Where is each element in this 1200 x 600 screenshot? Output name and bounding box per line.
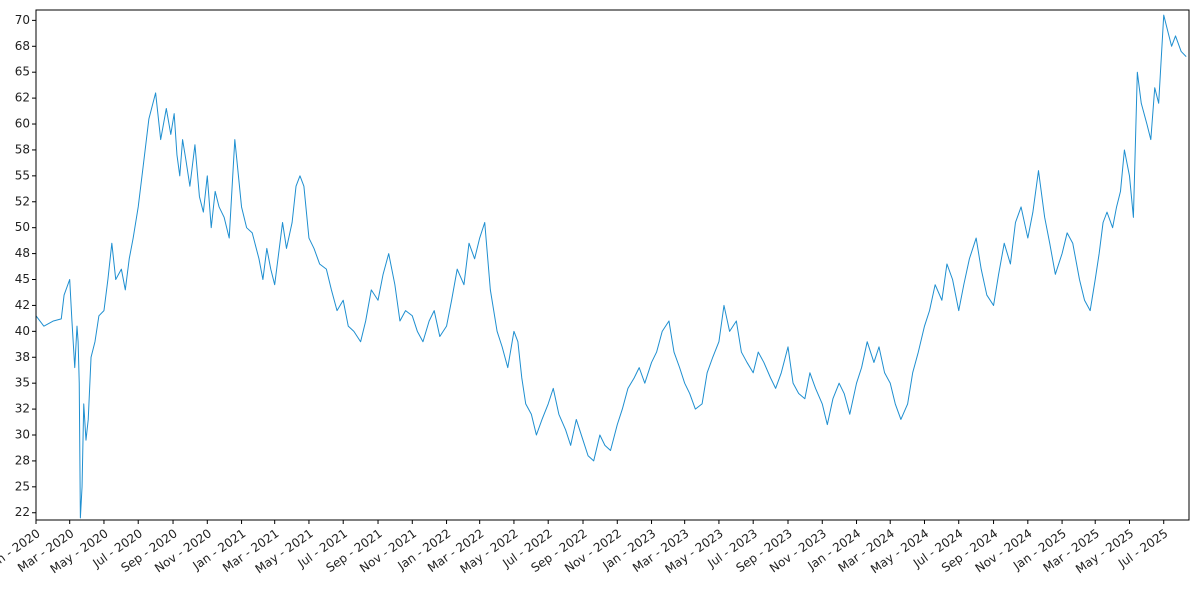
y-tick-label: 68 (15, 39, 30, 53)
series-line (36, 14, 1187, 519)
y-tick-label: 42 (15, 298, 30, 312)
y-tick-label: 40 (15, 324, 30, 338)
y-tick-label: 58 (15, 142, 30, 156)
plot-frame (35, 9, 1190, 521)
y-axis-ticks: 22 25 28 30 32 35 38 40 42 45 48 50 52 55 58 60 62 65 68 70 (15, 13, 36, 519)
y-tick-label: 25 (15, 479, 30, 493)
y-tick-label: 50 (15, 220, 30, 234)
y-tick-label: 65 (15, 65, 30, 79)
y-tick-label: 45 (15, 272, 30, 286)
y-tick-label: 60 (15, 117, 30, 131)
y-tick-label: 70 (15, 13, 30, 27)
y-tick-label: 48 (15, 246, 30, 260)
y-tick-label: 55 (15, 168, 30, 182)
y-tick-label: 28 (15, 453, 30, 467)
y-tick-label: 22 (15, 505, 30, 519)
y-tick-label: 30 (15, 428, 30, 442)
y-tick-label: 32 (15, 402, 30, 416)
y-tick-label: 52 (15, 194, 30, 208)
y-tick-label: 35 (15, 376, 30, 390)
y-tick-label: 38 (15, 350, 30, 364)
y-tick-label: 62 (15, 91, 30, 105)
plot-area (36, 14, 1187, 519)
